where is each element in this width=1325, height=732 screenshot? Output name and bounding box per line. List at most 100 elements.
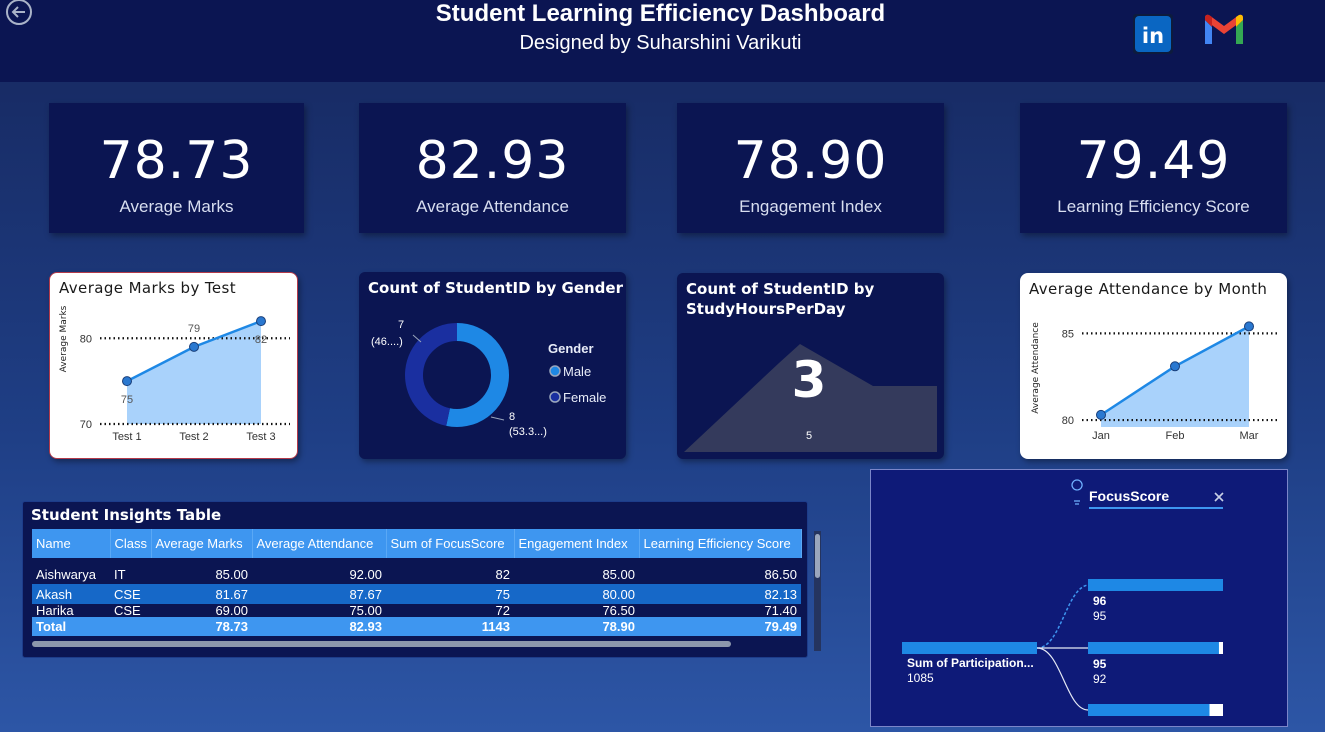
gmail-icon[interactable] <box>1202 12 1246 48</box>
tree-root-label: Sum of Participation... <box>907 656 1034 670</box>
horizontal-scrollbar[interactable] <box>32 641 731 647</box>
table-row[interactable]: Aishwarya IT 85.00 92.00 82 85.00 86.50 <box>32 564 801 584</box>
y-tick-label: 80 <box>80 333 92 345</box>
table-row[interactable]: Harika CSE 69.00 75.00 72 76.50 71.40 <box>32 604 801 617</box>
table-cell: CSE <box>110 584 151 604</box>
decomposition-tree-card[interactable]: FocusScore 96 95 95 92 Sum of Participation… <box>870 469 1288 727</box>
female-percent-label: (46....) <box>371 336 403 348</box>
column-header[interactable]: Average Marks <box>151 529 253 558</box>
legend-title: Gender <box>548 341 594 356</box>
y-axis-label: Average Marks <box>59 305 69 372</box>
tree-node-value: 92 <box>1093 672 1107 686</box>
page-title: Student Learning Efficiency Dashboard <box>435 0 886 27</box>
kpi-value: 82.93 <box>415 131 570 191</box>
study-hours-small-label: 5 <box>806 430 812 442</box>
data-point <box>1244 321 1254 332</box>
table-cell: IT <box>110 564 151 584</box>
table-cell: 85.00 <box>514 564 639 584</box>
chart-study-hours[interactable]: Count of StudentID by StudyHoursPerDay 3… <box>677 273 944 459</box>
table-cell: Harika <box>32 604 110 617</box>
table-header-row: Name Class Average Marks Average Attenda… <box>32 529 802 558</box>
chart-title: Average Marks by Test <box>59 279 237 297</box>
tree-node-label: 96 <box>1093 594 1107 608</box>
kpi-label: Engagement Index <box>739 197 882 216</box>
legend-male-marker <box>549 365 561 377</box>
chart-average-attendance-by-month[interactable]: Average Attendance by Month Average Atte… <box>1020 273 1287 459</box>
x-tick-label: Mar <box>1240 430 1259 442</box>
svg-text:in: in <box>1142 24 1164 48</box>
tree-node-bar <box>1088 704 1210 716</box>
column-header[interactable]: Average Attendance <box>252 529 387 558</box>
study-hours-area <box>684 344 937 452</box>
x-tick-label: Jan <box>1092 430 1110 442</box>
kpi-label: Average Marks <box>119 197 234 216</box>
kpi-value: 78.90 <box>733 131 888 191</box>
table-cell: 82.93 <box>252 617 386 636</box>
x-tick-label: Test 3 <box>246 431 275 443</box>
study-hours-area-chart: 3 5 <box>684 344 937 452</box>
study-hours-big-label: 3 <box>792 351 827 409</box>
table-cell: 81.67 <box>151 584 252 604</box>
y-tick-label: 80 <box>1062 415 1074 427</box>
table-row[interactable]: Akash CSE 81.67 87.67 75 80.00 82.13 <box>32 584 801 604</box>
data-point <box>1096 409 1106 420</box>
kpi-label: Average Attendance <box>416 197 569 216</box>
kpi-value: 79.49 <box>1076 131 1231 191</box>
scrollbar-thumb[interactable] <box>815 534 820 578</box>
kpi-card-engagement-index: 78.90 Engagement Index <box>677 103 944 233</box>
chart-title: Count of StudentID by Gender <box>368 279 623 297</box>
male-count-label: 8 <box>509 411 515 423</box>
table-cell: 69.00 <box>151 604 252 617</box>
data-point <box>256 316 266 327</box>
kpi-card-average-marks: 78.73 Average Marks <box>49 103 304 233</box>
marks-line-chart: Average Marks 70 80 Test 1 Test 2 Test 3 75 79… <box>59 305 290 443</box>
column-header[interactable]: Learning Efficiency Score <box>639 529 802 558</box>
table-cell: 78.73 <box>151 617 252 636</box>
table-cell: 75.00 <box>252 604 386 617</box>
column-header[interactable]: Name <box>32 529 111 558</box>
table-cell: 82.13 <box>639 584 801 604</box>
female-count-label: 7 <box>398 319 404 331</box>
chart-title: Average Attendance by Month <box>1029 280 1268 298</box>
table-cell: 80.00 <box>514 584 639 604</box>
chart-title: Count of StudentID by StudyHoursPerDay <box>686 280 875 318</box>
data-label: 79 <box>188 323 200 335</box>
linkedin-icon[interactable]: in <box>1133 14 1173 54</box>
kpi-card-average-attendance: 82.93 Average Attendance <box>359 103 626 233</box>
table-cell: Total <box>32 617 110 636</box>
table-cell: Akash <box>32 584 110 604</box>
table-cell: 87.67 <box>252 584 386 604</box>
donut-slice-male <box>446 323 509 427</box>
column-header[interactable]: Class <box>110 529 152 558</box>
gender-donut-chart: 7 (46....) 8 (53.3...) Gender Male Femal… <box>371 319 606 438</box>
tree-node-bar <box>1088 642 1219 654</box>
x-tick-label: Test 1 <box>112 431 141 443</box>
data-label: 82 <box>255 334 267 346</box>
table-cell: 1143 <box>386 617 514 636</box>
back-arrow-icon[interactable] <box>3 0 35 30</box>
table-cell: 72 <box>386 604 514 617</box>
table-cell: 79.49 <box>639 617 801 636</box>
data-point <box>122 376 132 387</box>
chart-gender-donut[interactable]: Count of StudentID by Gender 7 (46....) … <box>359 272 626 459</box>
table-cell: 82 <box>386 564 514 584</box>
y-axis-label: Average Attendance <box>1031 322 1041 414</box>
chart-average-marks-by-test[interactable]: Average Marks by Test Average Marks 70 80… <box>49 272 298 459</box>
column-header[interactable]: Sum of FocusScore <box>386 529 515 558</box>
data-label: 75 <box>121 394 133 406</box>
student-insights-table[interactable]: Name Class Average Marks Average Attenda… <box>32 529 802 636</box>
column-header[interactable]: Engagement Index <box>514 529 640 558</box>
tree-root-bar <box>902 642 1037 654</box>
table-cell <box>110 617 151 636</box>
table-cell: 92.00 <box>252 564 386 584</box>
table-total-row: Total 78.73 82.93 1143 78.90 79.49 <box>32 617 801 636</box>
close-icon[interactable] <box>1214 492 1224 502</box>
vertical-scrollbar[interactable] <box>814 531 821 651</box>
dashboard-header: Student Learning Efficiency Dashboard De… <box>0 0 1325 82</box>
area-fill <box>127 321 261 424</box>
table-cell: 85.00 <box>151 564 252 584</box>
tree-field-label: FocusScore <box>1089 488 1169 504</box>
kpi-card-learning-efficiency: 79.49 Learning Efficiency Score <box>1020 103 1287 233</box>
tree-node-bar <box>1088 579 1223 591</box>
kpi-value: 78.73 <box>99 131 254 191</box>
